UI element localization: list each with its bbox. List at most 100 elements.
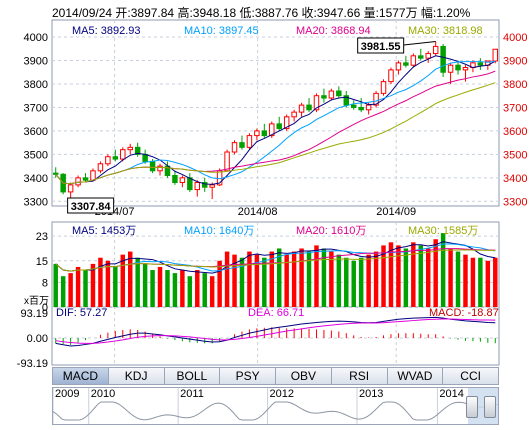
- candle-body: [209, 184, 215, 188]
- candle-body: [388, 69, 394, 83]
- volume-unit-label: x百万: [24, 295, 49, 307]
- price-ytick-left: 3900: [24, 56, 48, 68]
- price-ytick-left: 3400: [24, 173, 48, 185]
- volume-bar: [403, 248, 409, 307]
- candle-body: [224, 151, 230, 172]
- volume-bar: [351, 260, 356, 307]
- volume-bar: [463, 254, 468, 307]
- navigator-sparkline: [53, 388, 498, 424]
- tab-boll[interactable]: BOLL: [164, 367, 221, 385]
- volume-bar: [98, 257, 103, 307]
- tab-psy[interactable]: PSY: [220, 367, 276, 385]
- candle-body: [179, 177, 186, 184]
- ma-line-ma30: [55, 82, 496, 185]
- price-ytick-left: 4000: [24, 32, 48, 44]
- volume-ytick: 15: [36, 256, 48, 268]
- candle-body: [313, 95, 320, 111]
- tab-rsi[interactable]: RSI: [331, 367, 388, 385]
- navigator-year: 2012: [269, 388, 295, 400]
- volume-bar: [418, 245, 424, 307]
- candle-body: [432, 45, 439, 54]
- volume-bar: [411, 242, 416, 307]
- volume-bar: [314, 245, 319, 307]
- candle-body: [67, 184, 74, 193]
- volume-bar: [455, 251, 461, 307]
- volume-bar: [381, 245, 386, 307]
- candle-body: [194, 182, 201, 191]
- macd-panel-frame: [51, 306, 500, 366]
- candle-body: [298, 104, 305, 113]
- volume-bar: [209, 276, 215, 307]
- candle-body: [343, 95, 350, 106]
- candle-body: [395, 62, 402, 71]
- volume-bar: [485, 260, 491, 307]
- macd-dif-line: [55, 316, 496, 347]
- volume-ma-label: MA20: 1610万: [296, 225, 366, 237]
- price-ma-label: MA5: 3892.93: [72, 25, 141, 37]
- volume-bar: [75, 266, 81, 307]
- volume-ytick: 23: [36, 231, 48, 243]
- candle-body: [358, 106, 364, 111]
- volume-bar: [440, 233, 446, 307]
- candle-body: [455, 64, 461, 71]
- price-ytick-left: 3500: [24, 149, 48, 161]
- candle-body: [201, 182, 208, 188]
- volume-bar: [448, 248, 453, 307]
- navigator-right-handle[interactable]: [484, 396, 496, 418]
- price-ma-label: MA10: 3897.45: [184, 25, 259, 37]
- volume-bar: [224, 251, 230, 307]
- candle-body: [231, 142, 238, 153]
- volume-ma-label: MA30: 1585万: [408, 225, 478, 237]
- navigator-year: 2009: [55, 388, 80, 400]
- volume-bar: [150, 270, 155, 307]
- tab-cci[interactable]: CCI: [443, 367, 499, 385]
- tab-kdj[interactable]: KDJ: [108, 367, 165, 385]
- candle-body: [120, 149, 126, 160]
- volume-bar: [202, 273, 207, 307]
- candle-body: [373, 92, 379, 106]
- volume-ytick: 0: [42, 302, 48, 314]
- candle-body: [261, 130, 268, 137]
- candle-body: [410, 55, 417, 66]
- volume-ma-line: [55, 241, 496, 274]
- macd-ytick: -93.19: [17, 358, 48, 370]
- navigator-left-handle[interactable]: [466, 396, 478, 418]
- callout-high-box: [357, 37, 405, 54]
- candle-body: [269, 123, 275, 137]
- volume-bar: [493, 257, 498, 307]
- volume-bar: [284, 254, 289, 307]
- navigator-year: 2013: [358, 388, 384, 400]
- ma-line-ma5: [55, 55, 496, 185]
- volume-bar: [373, 251, 379, 307]
- volume-bar: [142, 263, 148, 307]
- volume-bar: [239, 257, 245, 307]
- indicator-tabs: MACD KDJ BOLL PSY OBV RSI WVAD CCI: [52, 367, 499, 385]
- macd-ytick: 93.19: [20, 308, 48, 320]
- macd-ytick: 0.00: [27, 333, 48, 345]
- candle-body: [425, 52, 431, 59]
- volume-bar: [291, 251, 297, 307]
- tab-obv[interactable]: OBV: [276, 367, 332, 385]
- candle-body: [112, 156, 119, 160]
- candle-body: [321, 95, 327, 99]
- macd-label: MACD: -18.87: [429, 307, 499, 319]
- candle-body: [477, 62, 484, 66]
- candle-body: [350, 104, 357, 108]
- candle-body: [52, 172, 59, 175]
- tab-macd[interactable]: MACD: [52, 367, 109, 385]
- candle-body: [127, 146, 133, 151]
- time-navigator[interactable]: 2009 2010 2011 2012 2013 2014: [52, 387, 499, 425]
- volume-ma-line: [55, 249, 496, 272]
- candle-body: [492, 48, 499, 62]
- volume-bar: [172, 273, 178, 307]
- callout-low-box: [67, 197, 115, 214]
- volume-bar: [180, 270, 185, 307]
- volume-bar: [60, 276, 66, 307]
- candle-body: [75, 177, 81, 186]
- candle-body: [336, 90, 342, 97]
- tab-wvad[interactable]: WVAD: [387, 367, 444, 385]
- volume-bar: [90, 263, 96, 307]
- candle-body: [105, 156, 111, 165]
- candle-body: [246, 135, 253, 148]
- volume-bar: [83, 270, 88, 307]
